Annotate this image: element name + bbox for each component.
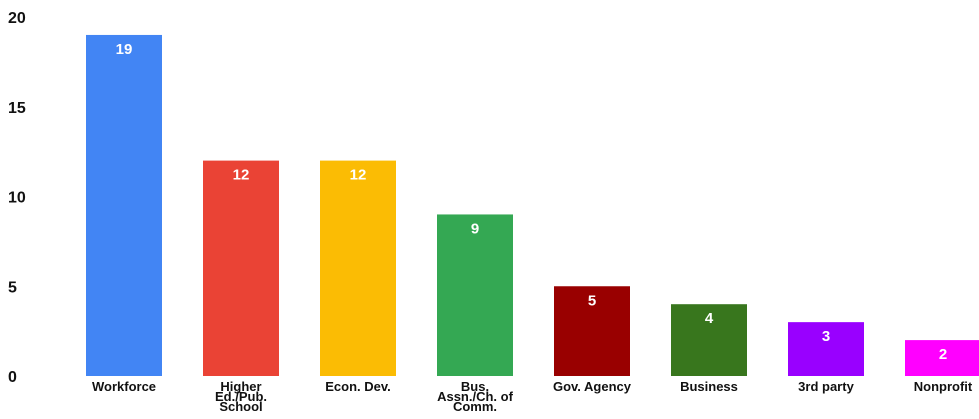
bars bbox=[86, 34, 979, 376]
y-axis: 0 5 10 15 20 bbox=[8, 10, 26, 386]
x-tick-label-line: Econ. Dev. bbox=[325, 379, 391, 394]
x-tick-label: Gov. Agency bbox=[553, 379, 632, 394]
x-tick-label-line: School bbox=[219, 399, 262, 414]
bar bbox=[203, 160, 279, 376]
bar bbox=[86, 34, 162, 376]
y-tick-label: 0 bbox=[8, 369, 17, 386]
x-tick-label: Higher Ed./Pub. School bbox=[215, 379, 267, 414]
y-tick-label: 20 bbox=[8, 10, 26, 27]
x-tick-label-line: Nonprofit bbox=[914, 379, 973, 394]
data-label: 12 bbox=[350, 167, 367, 184]
data-label: 5 bbox=[588, 292, 596, 309]
data-label: 12 bbox=[233, 167, 250, 184]
bar bbox=[437, 214, 513, 376]
bar bbox=[788, 322, 864, 376]
x-tick-label-line: Workforce bbox=[92, 379, 156, 394]
x-tick-label-line: Assn./Ch. of bbox=[437, 389, 514, 404]
bar bbox=[905, 340, 979, 376]
x-tick-label-line: Gov. Agency bbox=[553, 379, 632, 394]
x-axis: Workforce Higher Ed./Pub. School Econ. Dev. B… bbox=[92, 379, 973, 414]
data-labels: 19 12 12 9 5 4 3 2 bbox=[116, 41, 948, 363]
y-tick-label: 5 bbox=[8, 279, 17, 296]
x-tick-label: 3rd party bbox=[798, 379, 854, 394]
data-label: 9 bbox=[471, 220, 479, 237]
data-label: 3 bbox=[822, 328, 830, 345]
bar bbox=[320, 160, 396, 376]
data-label: 4 bbox=[705, 310, 714, 327]
x-tick-label-line: Higher bbox=[220, 379, 261, 394]
x-tick-label: Bus. Assn./Ch. of Comm. bbox=[437, 379, 514, 414]
x-tick-label-line: Business bbox=[680, 379, 738, 394]
x-tick-label-line: 3rd party bbox=[798, 379, 854, 394]
x-tick-label: Nonprofit bbox=[914, 379, 973, 394]
y-tick-label: 10 bbox=[8, 190, 26, 207]
x-tick-label: Workforce bbox=[92, 379, 156, 394]
x-tick-label: Business bbox=[680, 379, 738, 394]
bar bbox=[554, 286, 630, 376]
x-tick-label: Econ. Dev. bbox=[325, 379, 391, 394]
y-tick-label: 15 bbox=[8, 100, 26, 117]
bar bbox=[671, 304, 747, 376]
x-tick-label-line: Bus. bbox=[461, 379, 489, 394]
data-label: 19 bbox=[116, 41, 133, 58]
x-tick-label-line: Comm. bbox=[453, 399, 497, 414]
x-tick-label-line: Ed./Pub. bbox=[215, 389, 267, 404]
data-label: 2 bbox=[939, 346, 947, 363]
